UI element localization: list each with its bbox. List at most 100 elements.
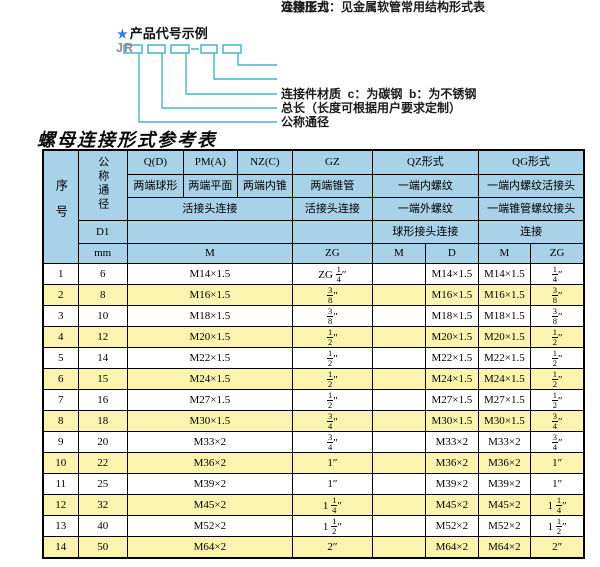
table-row: 14 50 M64×2 2″ M64×2 M64×2 2″ [42,536,585,559]
diagram-heading: ★ 产品代号示例 [117,23,208,42]
table-row: 8 18 M30×1.5 3 4 ″ M30×1.5 M30×1.5 3 4 ″ [42,410,585,432]
cell-qg-m: M16×1.5 [477,284,531,306]
code-box-1 [123,44,143,54]
cell-qg-m: M64×2 [477,536,531,559]
cell-qz-d: M36×2 [424,452,479,474]
header-cell-subcol-zg1: ZG [291,243,373,264]
cell-qz-d: M20×1.5 [424,326,479,348]
cell-gz: 3 4 ″ [291,431,373,453]
table-row: 12 32 M45×2 1 1 4 ″ M45×2 M45×2 1 1 4 ″ [42,494,585,516]
cell-qz-d: M24×1.5 [424,368,479,390]
cell-qz-m [371,473,426,495]
cell-qg-zg: 1″ [529,452,585,474]
cell-qz-d: M22×1.5 [424,347,479,369]
cell-seq: 13 [42,515,79,537]
table-row: 4 12 M20×1.5 1 2 ″ M20×1.5 M20×1.5 1 2 ″ [42,326,585,348]
cell-seq: 11 [42,473,79,495]
header-cell-subcol-m1: M [126,243,293,264]
header-cell-group-gz: GZ [291,149,373,175]
header-cell-seq: 序号 [42,149,79,264]
cell-qz-d: M64×2 [424,536,479,559]
label-nominal-pressure: 公称压力 [281,0,330,14]
cell-seq: 6 [42,368,79,390]
cell-qg-zg: 3 8 ″ [529,305,585,327]
cell-m: M45×2 [126,494,293,516]
header-cell-blank-gz [291,220,373,244]
cell-dn: 25 [77,473,128,495]
cell-qg-zg: 1 4 ″ [529,263,585,285]
cell-qg-zg: 1 1 4 ″ [529,494,585,516]
cell-m: M20×1.5 [126,326,293,348]
table-row: 13 40 M52×2 1 1 2 ″ M52×2 M52×2 1 1 2 ″ [42,515,585,537]
cell-gz: 1 2 ″ [291,389,373,411]
header-cell-unit: mm [77,243,128,264]
cell-qz-d: M27×1.5 [424,389,479,411]
cell-qg-zg: 1 2 ″ [529,326,585,348]
cell-dn: 50 [77,536,128,559]
cell-gz: 3 8 ″ [291,305,373,327]
cell-qg-m: M20×1.5 [477,326,531,348]
cell-gz: 1 1 4 ″ [291,494,373,516]
cell-qg-m: M52×2 [477,515,531,537]
cell-dn: 16 [77,389,128,411]
cell-qz-m [371,536,426,559]
cell-qg-m: M24×1.5 [477,368,531,390]
cell-qz-m [371,326,426,348]
cell-qz-d: M14×1.5 [424,263,479,285]
cell-qg-zg: 1 2 ″ [529,389,585,411]
cell-seq: 8 [42,410,79,432]
cell-seq: 14 [42,536,79,559]
cell-qz-m [371,494,426,516]
cell-qz-m [371,263,426,285]
cell-seq: 5 [42,347,79,369]
cell-seq: 1 [42,263,79,285]
cell-qg-m: M27×1.5 [477,389,531,411]
cell-qz-d: M33×2 [424,431,479,453]
header-cell-subcol-m3: M [477,243,531,264]
table-row: 11 25 M39×2 1″ M39×2 M39×2 1″ [42,473,585,495]
table-row: 10 22 M36×2 1″ M36×2 M36×2 1″ [42,452,585,474]
cell-qg-m: M36×2 [477,452,531,474]
cell-seq: 10 [42,452,79,474]
leader-line-form [138,53,277,123]
cell-qg-zg: 3 4 ″ [529,431,585,453]
cell-dn: 40 [77,515,128,537]
cell-m: M52×2 [126,515,293,537]
cell-qz-d: M45×2 [424,494,479,516]
table-title: 螺母连接形式参考表 [37,130,217,150]
cell-qz-m [371,347,426,369]
header-cell-form-gz: 两端锥管 [291,174,373,198]
cell-dn: 6 [77,263,128,285]
code-box-4 [200,44,218,54]
table-body: 1 6 M14×1.5 ZG 1 4 ″ M14×1.5 M14×1.5 1 4 ″ 2 8 M16×1.… [42,263,585,559]
cell-seq: 7 [42,389,79,411]
cell-m: M24×1.5 [126,368,293,390]
cell-dn: 14 [77,347,128,369]
cell-gz: 1″ [291,452,373,474]
header-cell-dn: 公称通径 [77,149,128,221]
cell-qg-m: M39×2 [477,473,531,495]
cell-qz-m [371,515,426,537]
cell-qg-m: M45×2 [477,494,531,516]
cell-m: M14×1.5 [126,263,293,285]
cell-dn: 22 [77,452,128,474]
cell-qz-d: M16×1.5 [424,284,479,306]
cell-qz-d: M30×1.5 [424,410,479,432]
cell-qg-m: M14×1.5 [477,263,531,285]
product-code-diagram: ★ 产品代号示例 JR 连接件材质 c：为碳钢 b：为不锈钢 总长（长度可根据用户… [0,0,600,148]
cell-dn: 32 [77,494,128,516]
leader-line-length [213,53,277,80]
header-cell-subcol-m2: M [371,243,426,264]
product-code-prefix: JR [116,41,134,55]
header-cell-group-qg: QG形式 [477,149,585,175]
cell-gz: 1″ [291,473,373,495]
cell-qz-d: M18×1.5 [424,305,479,327]
table-row: 7 16 M27×1.5 1 2 ″ M27×1.5 M27×1.5 1 2 ″ [42,389,585,411]
header-cell-conn-gz: 活接头连接 [291,197,373,221]
cell-m: M16×1.5 [126,284,293,306]
cell-qg-zg: 2″ [529,536,585,559]
cell-qg-zg: 3 8 ″ [529,284,585,306]
table-row: 2 8 M16×1.5 3 8 ″ M16×1.5 M16×1.5 3 8 ″ [42,284,585,306]
table-row: 1 6 M14×1.5 ZG 1 4 ″ M14×1.5 M14×1.5 1 4 ″ [42,263,585,285]
code-box-3 [170,44,190,54]
